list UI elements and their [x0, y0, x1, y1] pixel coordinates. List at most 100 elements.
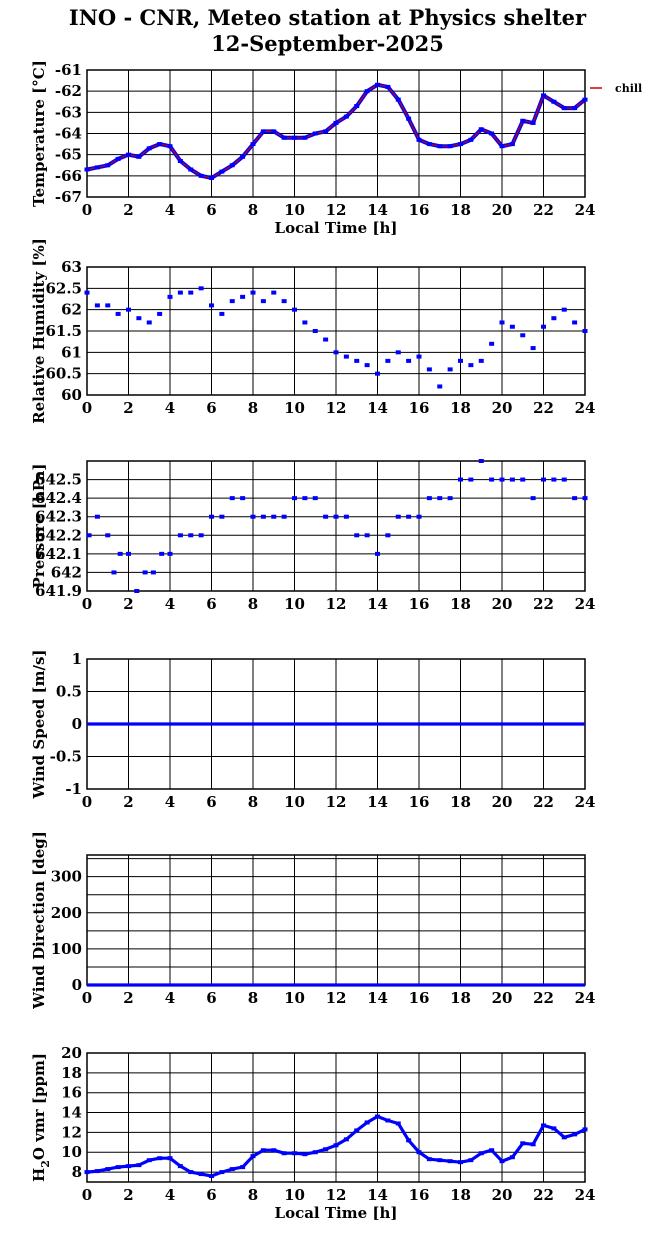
humidity-data-point	[520, 333, 526, 338]
wind_direction-xtick-label: 12	[326, 989, 347, 1007]
h2o-data-point	[364, 1120, 370, 1125]
temperature-data-point	[84, 167, 90, 172]
temperature-data-point	[302, 135, 308, 140]
humidity-data-point	[271, 290, 277, 295]
wind_direction-xtick-label: 0	[82, 989, 92, 1007]
wind_speed-xtick-label: 18	[450, 793, 471, 811]
pressure-data-point	[499, 477, 505, 482]
pressure-data-point	[250, 514, 256, 519]
pressure-data-point	[159, 551, 165, 556]
h2o-xtick-label: 8	[248, 1186, 258, 1204]
h2o-xtick-label: 24	[575, 1186, 596, 1204]
temperature-data-point	[437, 144, 443, 149]
humidity-data-point	[343, 354, 349, 359]
wind_speed-xtick-label: 12	[326, 793, 347, 811]
temperature-chart: -67-66-65-64-63-62-610 2 4 6 8 10 12 14 16 18 20 22…	[30, 60, 642, 237]
pressure-xtick-label: 2	[123, 595, 133, 613]
humidity-data-point	[572, 320, 578, 325]
h2o-data-point	[489, 1148, 495, 1153]
temperature-data-point	[126, 152, 131, 157]
pressure-data-point	[86, 533, 92, 538]
pressure-data-point	[385, 533, 391, 538]
wind_direction-xtick-label: 18	[450, 989, 471, 1007]
h2o-data-point	[167, 1156, 173, 1161]
temperature-data-point	[426, 142, 432, 147]
h2o-data-point	[375, 1114, 380, 1119]
humidity-data-point	[219, 311, 225, 316]
pressure-data-point	[209, 514, 214, 519]
pressure-data-point	[302, 496, 308, 501]
humidity-data-point	[136, 316, 142, 321]
h2o-data-point	[219, 1170, 225, 1175]
temperature-xlabel: Local Time [h]	[275, 219, 398, 237]
wind_direction-xtick-label: 8	[248, 989, 258, 1007]
h2o-data-point	[468, 1158, 474, 1163]
humidity-ylabel: Relative Humidity [%]	[30, 238, 48, 424]
h2o-data-point	[115, 1165, 121, 1170]
pressure-data-point	[94, 514, 100, 519]
h2o-plot-frame	[86, 1052, 586, 1183]
pressure-data-point	[229, 496, 235, 501]
humidity-data-point	[478, 358, 484, 363]
pressure-ytick-label: 642.4	[35, 489, 82, 507]
humidity-data-point	[229, 299, 235, 304]
pressure-data-point	[406, 514, 412, 519]
pressure-data-point	[177, 533, 183, 538]
pressure-xtick-label: 16	[409, 595, 430, 613]
temperature-xtick-label: 0	[82, 201, 92, 219]
humidity-ytick-label: 63	[61, 258, 82, 276]
temperature-xtick-label: 22	[533, 201, 554, 219]
pressure-data-point	[312, 496, 318, 501]
h2o-data-point	[94, 1169, 100, 1174]
wind_speed-ytick-label: 0.5	[56, 683, 82, 701]
temperature-data-point	[520, 118, 526, 123]
pressure-data-point	[426, 496, 432, 501]
h2o-xtick-label: 6	[206, 1186, 216, 1204]
temperature-data-point	[333, 120, 339, 125]
h2o-data-point	[126, 1164, 131, 1169]
temperature-xtick-label: 20	[492, 201, 513, 219]
humidity-data-point	[375, 371, 380, 376]
temperature-data-point	[561, 106, 567, 111]
wind_direction-ytick-label: 200	[51, 904, 82, 922]
wind_speed-xtick-label: 14	[367, 793, 388, 811]
pressure-data-point	[333, 514, 339, 519]
temperature-ytick-label: -63	[55, 103, 82, 121]
wind_direction-ytick-label: 100	[51, 940, 82, 958]
wind_direction-xtick-label: 4	[165, 989, 175, 1007]
wind_direction-xtick-label: 6	[206, 989, 216, 1007]
pressure-data-point	[551, 477, 557, 482]
h2o-xtick-label: 10	[284, 1186, 305, 1204]
humidity-data-point	[364, 363, 370, 368]
pressure-ytick-label: 642.3	[35, 508, 82, 526]
wind_speed-xtick-label: 16	[409, 793, 430, 811]
temperature-data-point	[271, 129, 277, 134]
pressure-xtick-label: 24	[575, 595, 596, 613]
temperature-data-point	[188, 167, 194, 172]
wind_speed-xtick-label: 10	[284, 793, 305, 811]
temperature-ytick-label: -64	[55, 125, 82, 143]
humidity-xtick-label: 14	[367, 399, 388, 417]
pressure-xtick-label: 22	[533, 595, 554, 613]
temperature-data-point	[406, 116, 412, 121]
wind_speed-ytick-label: -1	[65, 780, 82, 798]
pressure-data-point	[478, 459, 484, 463]
temperature-data-point	[572, 106, 578, 111]
pressure-xtick-label: 10	[284, 595, 305, 613]
h2o-data-point	[509, 1155, 515, 1160]
humidity-data-point	[509, 324, 515, 329]
pressure-data-point	[458, 477, 463, 482]
wind_speed-xtick-label: 6	[206, 793, 216, 811]
h2o-ytick-label: 20	[61, 1044, 82, 1062]
wind_speed-xtick-label: 22	[533, 793, 554, 811]
humidity-data-point	[561, 307, 567, 312]
temperature-data-point	[354, 103, 360, 108]
temperature-data-point	[209, 175, 214, 180]
h2o-data-point	[271, 1148, 277, 1153]
humidity-data-point	[260, 299, 266, 304]
pressure-data-point	[447, 496, 453, 501]
wind_speed-xtick-label: 8	[248, 793, 258, 811]
